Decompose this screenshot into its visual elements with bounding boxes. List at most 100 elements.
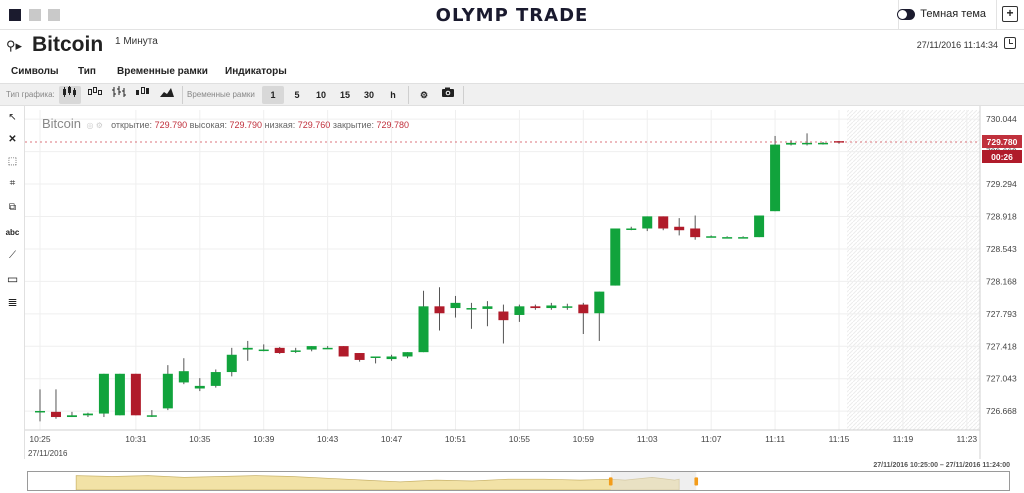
candle-body [50, 411, 61, 418]
time-tick: 10:51 [445, 434, 467, 444]
candle [210, 369, 221, 388]
timeframe-10[interactable]: 10 [315, 90, 326, 100]
timeframe-h[interactable]: h [390, 90, 396, 100]
candle-body [786, 142, 797, 145]
delete-icon[interactable]: ✕ [8, 134, 17, 145]
time-tick: 10:39 [253, 434, 275, 444]
timeframe-30[interactable]: 30 [363, 90, 374, 100]
price-tick: 730.044 [986, 114, 1017, 124]
heikin-ashi-icon[interactable] [132, 86, 154, 104]
candle-body [498, 311, 509, 321]
candle-body [514, 306, 525, 315]
navigator-area [75, 475, 680, 490]
navigator-selection[interactable] [610, 472, 697, 490]
candle [274, 346, 285, 354]
time-tick: 10:55 [509, 434, 531, 444]
cursor-icon[interactable]: ↖ [8, 112, 17, 123]
candle-body [66, 415, 77, 418]
copy-icon[interactable]: ⧉ [8, 202, 17, 213]
candle-body [610, 228, 621, 286]
candle-body [802, 142, 813, 145]
timeframe-5[interactable]: 5 [294, 90, 300, 100]
drawing-tools: ↖ ✕ ⬚ ⌗ ⧉ abc ⟋ ▭ ≣ [0, 106, 25, 459]
candle-body [722, 237, 733, 239]
timeframe-1[interactable]: 1 [262, 86, 284, 104]
dark-theme-toggle[interactable]: Темная тема [897, 8, 986, 20]
candle-body [770, 144, 781, 212]
time-tick: 11:07 [701, 434, 722, 444]
candle [386, 354, 397, 361]
candle [194, 378, 205, 392]
candle-body [354, 353, 365, 360]
candle-body [546, 305, 557, 309]
time-tick: 10:43 [317, 434, 339, 444]
bars-icon[interactable] [108, 86, 130, 104]
candle-body [258, 349, 269, 352]
candle-body [370, 356, 381, 358]
candle-body [754, 215, 765, 238]
candle [178, 358, 189, 385]
visibility-icon[interactable]: ◎ ⚙ [86, 121, 103, 130]
gear-icon[interactable]: ⚙ [419, 90, 429, 100]
candle [658, 216, 669, 231]
candle [546, 302, 557, 310]
fibonacci-icon[interactable]: ≣ [7, 295, 18, 309]
candle [226, 347, 237, 377]
current-datetime: 27/11/2016 11:14:34 [916, 40, 998, 50]
candle-body [338, 346, 349, 357]
price-chart[interactable]: 730.044729.669729.294728.918728.543728.1… [25, 106, 1024, 459]
candle [482, 301, 493, 327]
candle [338, 346, 349, 357]
candle [114, 373, 125, 416]
navigator[interactable] [27, 471, 1010, 491]
future-area [847, 110, 980, 430]
zoom-select-icon[interactable]: ⬚ [7, 156, 18, 167]
candle-body [290, 350, 301, 352]
hollow-candles-icon[interactable] [84, 86, 106, 104]
legend-low: 729.760 [297, 120, 331, 130]
time-axis[interactable]: 10:25 10:31 10:35 10:39 10:43 10:47 10:51 10:55… [25, 429, 980, 444]
legend-close-label: закрытие: [332, 120, 375, 130]
candle-body [434, 306, 445, 314]
chart-legend: Bitcoin ◎ ⚙ открытие: 729.790 высокая: 7… [42, 116, 409, 131]
candle-body [818, 142, 829, 145]
layout-quad-icon[interactable] [48, 9, 60, 21]
time-tick: 11:19 [893, 434, 914, 444]
navigator-left-handle[interactable] [608, 477, 613, 486]
candle [610, 228, 621, 286]
candle-body [306, 346, 317, 350]
menu-timeframes[interactable]: Временные рамки [117, 66, 208, 77]
clock-icon[interactable] [1004, 37, 1016, 49]
candle [130, 373, 141, 416]
timer-badge [982, 150, 1022, 163]
candle [35, 389, 45, 422]
camera-icon[interactable] [437, 86, 459, 104]
candle-body [162, 373, 173, 409]
price-tick: 728.543 [986, 244, 1017, 254]
add-window-icon[interactable]: + [1002, 6, 1018, 22]
candle-body [35, 410, 45, 413]
candle [770, 135, 781, 212]
rectangle-icon[interactable]: ▭ [6, 272, 19, 286]
chart-type-label: Тип графика: [6, 90, 55, 99]
symbol-name[interactable]: Bitcoin [32, 33, 104, 56]
candle [66, 411, 77, 418]
layout-single-icon[interactable] [9, 9, 21, 21]
candle [706, 235, 717, 238]
area-icon[interactable] [156, 86, 178, 104]
candles-icon[interactable] [59, 86, 81, 104]
crosshair-icon[interactable]: ⌗ [9, 178, 16, 189]
layout-double-icon[interactable] [29, 9, 41, 21]
menu-bar: Символы Тип Временные рамки Индикаторы [0, 62, 1024, 82]
search-icon[interactable]: ⚲▸ [6, 38, 23, 53]
menu-indicators[interactable]: Индикаторы [225, 66, 287, 77]
candle [786, 140, 797, 146]
menu-type[interactable]: Тип [78, 66, 96, 77]
text-icon[interactable]: abc [5, 228, 20, 237]
timeframe-15[interactable]: 15 [339, 90, 350, 100]
candle [818, 142, 829, 145]
line-icon[interactable]: ⟋ [9, 250, 16, 261]
navigator-right-handle[interactable] [694, 477, 699, 486]
legend-high: 729.790 [229, 120, 263, 130]
menu-symbols[interactable]: Символы [11, 66, 59, 77]
